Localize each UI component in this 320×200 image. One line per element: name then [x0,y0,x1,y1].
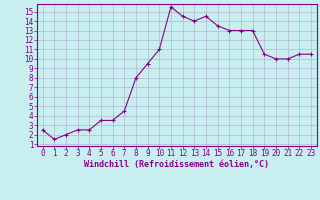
X-axis label: Windchill (Refroidissement éolien,°C): Windchill (Refroidissement éolien,°C) [84,160,269,169]
